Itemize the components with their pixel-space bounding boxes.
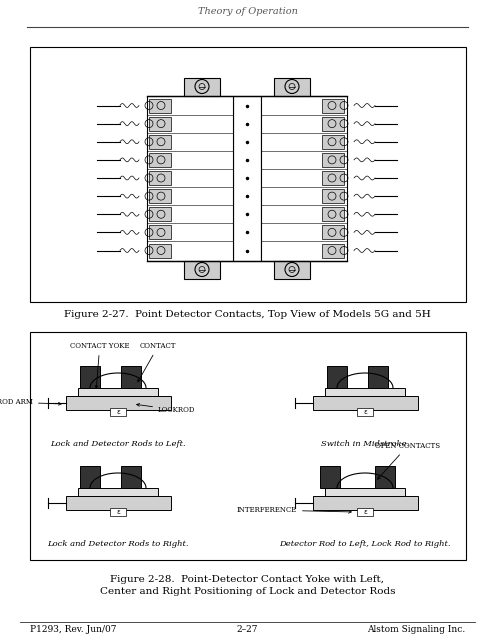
Bar: [110, 408, 126, 416]
Bar: [149, 135, 171, 148]
Text: ε: ε: [116, 409, 120, 415]
Bar: [147, 95, 233, 260]
Bar: [149, 225, 171, 239]
Text: CONTACT: CONTACT: [138, 342, 177, 382]
Bar: [322, 135, 344, 148]
Bar: [325, 488, 405, 496]
Bar: [368, 366, 388, 388]
Text: ε: ε: [363, 509, 367, 515]
Bar: [322, 225, 344, 239]
Bar: [375, 466, 395, 488]
Bar: [274, 260, 310, 278]
Bar: [110, 508, 126, 516]
Bar: [149, 207, 171, 221]
Bar: [149, 99, 171, 113]
Bar: [149, 243, 171, 257]
Bar: [312, 496, 417, 510]
Bar: [65, 496, 170, 510]
Bar: [261, 95, 347, 260]
Bar: [357, 408, 373, 416]
Bar: [322, 243, 344, 257]
Text: Alstom Signaling Inc.: Alstom Signaling Inc.: [367, 625, 465, 634]
Text: ε: ε: [363, 409, 367, 415]
Bar: [322, 99, 344, 113]
Bar: [149, 116, 171, 131]
Text: LOCKROD ARM: LOCKROD ARM: [0, 398, 61, 406]
Bar: [30, 47, 466, 302]
Text: Theory of Operation: Theory of Operation: [198, 7, 297, 16]
Text: P1293, Rev. Jun/07: P1293, Rev. Jun/07: [30, 625, 116, 634]
Text: INTERFERENCE: INTERFERENCE: [237, 506, 351, 514]
Text: 2–27: 2–27: [237, 625, 258, 634]
Bar: [325, 388, 405, 396]
Bar: [80, 366, 100, 388]
Bar: [65, 396, 170, 410]
Bar: [327, 366, 347, 388]
Bar: [121, 366, 141, 388]
Text: Lock and Detector Rods to Right.: Lock and Detector Rods to Right.: [47, 540, 189, 548]
Bar: [30, 332, 466, 560]
Text: Figure 2-28.  Point-Detector Contact Yoke with Left,: Figure 2-28. Point-Detector Contact Yoke…: [110, 575, 385, 584]
Text: ε: ε: [116, 509, 120, 515]
Bar: [78, 488, 158, 496]
Bar: [320, 466, 340, 488]
Bar: [274, 77, 310, 95]
Bar: [312, 396, 417, 410]
Text: OPEN CONTACTS: OPEN CONTACTS: [375, 442, 440, 479]
Bar: [149, 153, 171, 167]
Bar: [149, 171, 171, 185]
Text: CONTACT YOKE: CONTACT YOKE: [70, 342, 130, 388]
Text: Lock and Detector Rods to Left.: Lock and Detector Rods to Left.: [50, 440, 186, 448]
Bar: [322, 116, 344, 131]
Bar: [233, 95, 261, 260]
Bar: [322, 171, 344, 185]
Bar: [322, 153, 344, 167]
Text: Figure 2-27.  Point Detector Contacts, Top View of Models 5G and 5H: Figure 2-27. Point Detector Contacts, To…: [64, 310, 431, 319]
Text: Switch in Midstroke.: Switch in Midstroke.: [321, 440, 409, 448]
Bar: [121, 466, 141, 488]
Bar: [322, 189, 344, 203]
Bar: [80, 466, 100, 488]
Text: Detector Rod to Left, Lock Rod to Right.: Detector Rod to Left, Lock Rod to Right.: [279, 540, 451, 548]
Text: Center and Right Positioning of Lock and Detector Rods: Center and Right Positioning of Lock and…: [100, 587, 395, 596]
Bar: [322, 207, 344, 221]
Bar: [149, 189, 171, 203]
Bar: [357, 508, 373, 516]
Text: LOCKROD: LOCKROD: [137, 403, 196, 414]
Bar: [184, 77, 220, 95]
Bar: [184, 260, 220, 278]
Bar: [78, 388, 158, 396]
